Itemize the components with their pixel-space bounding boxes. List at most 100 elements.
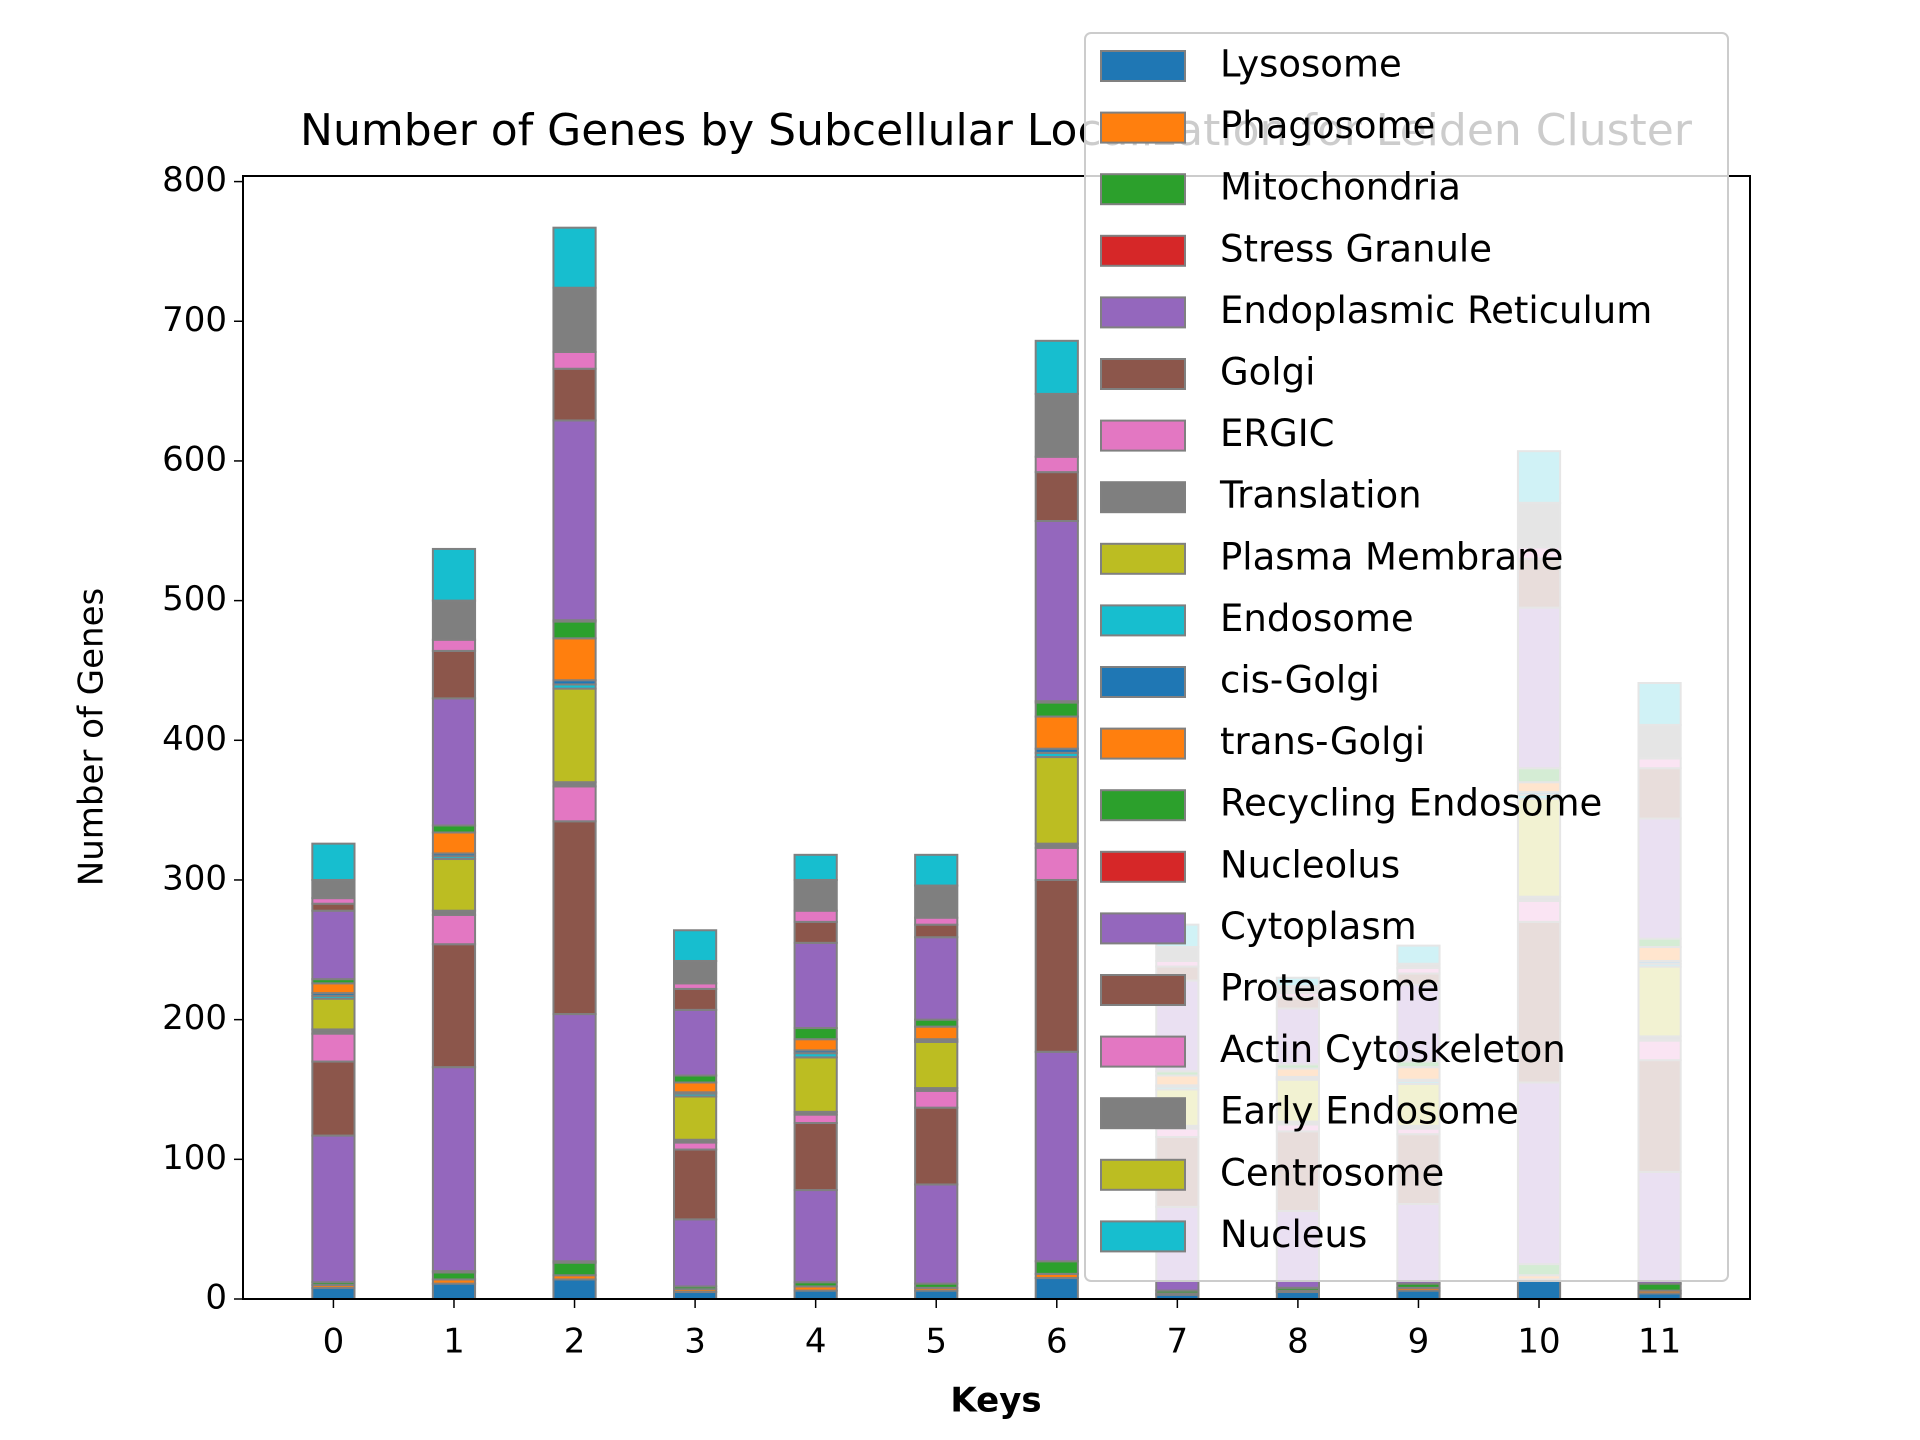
bar-segment: [793, 1038, 838, 1052]
bar-segment: [1034, 1260, 1079, 1275]
legend-swatch: [1100, 481, 1186, 514]
bar-segment: [673, 1291, 718, 1300]
y-tick-label: 300: [162, 858, 227, 898]
legend-label: Early Endosome: [1220, 1090, 1519, 1133]
bar-segment: [1034, 392, 1079, 458]
legend-swatch: [1100, 727, 1186, 760]
legend-swatch: [1100, 358, 1186, 390]
bar-segment: [552, 286, 597, 353]
bar-segment: [1034, 455, 1079, 474]
legend-label: Actin Cytoskeleton: [1220, 1028, 1566, 1071]
bar-segment: [914, 1106, 959, 1186]
bar-segment: [1034, 701, 1079, 718]
bar-segment: [552, 637, 597, 682]
y-tick-label: 700: [162, 300, 227, 340]
legend-swatch: [1100, 542, 1186, 575]
bar-segment: [552, 419, 597, 622]
bar-segment: [311, 1032, 356, 1063]
legend-label: ERGIC: [1220, 412, 1335, 455]
bar-segment: [552, 226, 597, 289]
legend-label: Centrosome: [1220, 1151, 1444, 1194]
bar-segment: [431, 1271, 477, 1281]
legend-swatch: [1100, 604, 1186, 637]
bar-segment: [431, 1282, 477, 1301]
bar-segment: [673, 1074, 718, 1084]
legend-label: Recycling Endosome: [1220, 782, 1602, 825]
legend-swatch: [1100, 850, 1186, 883]
x-axis-label: Keys: [950, 1381, 1041, 1421]
legend-label: Translation: [1219, 474, 1422, 517]
x-tick-label: 3: [684, 1322, 706, 1362]
legend-label: Endosome: [1220, 597, 1414, 640]
x-tick-label: 0: [323, 1322, 345, 1362]
bar-segment: [1396, 1289, 1441, 1300]
bar-segment: [311, 982, 356, 995]
y-tick-label: 500: [162, 579, 227, 619]
bar-segment: [1034, 715, 1079, 750]
bar-segment: [552, 785, 597, 823]
x-tick-label: 8: [1287, 1322, 1309, 1362]
legend-label: Cytoplasm: [1220, 905, 1417, 948]
bar-segment: [431, 649, 477, 700]
legend-swatch: [1100, 111, 1186, 144]
bar-segment: [914, 936, 959, 1021]
plot-frame: [242, 175, 1751, 1300]
bar-segment: [311, 878, 356, 900]
bar-segment: [673, 1148, 718, 1221]
bar-segment: [1034, 1277, 1079, 1300]
x-tick-label: 1: [443, 1322, 465, 1362]
bar-segment: [914, 1040, 959, 1090]
bar-segment: [914, 923, 959, 939]
bar-segment: [311, 1060, 356, 1137]
bar-segment: [311, 1286, 356, 1301]
bar-segment: [793, 909, 838, 923]
bar-segment: [1034, 756, 1079, 845]
legend-label: Nucleus: [1220, 1213, 1367, 1256]
x-tick-label: 9: [1408, 1322, 1430, 1362]
bar-segment: [311, 902, 356, 912]
bar-segment: [552, 1278, 597, 1301]
bar-segment: [793, 1056, 838, 1113]
y-tick-label: 800: [162, 160, 227, 200]
x-tick-label: 5: [925, 1322, 947, 1362]
x-tick-label: 11: [1638, 1322, 1681, 1362]
bar-segment: [311, 909, 356, 981]
y-tick-label: 200: [162, 998, 227, 1038]
legend-label: Phagosome: [1220, 104, 1435, 147]
bar-segment: [793, 1122, 838, 1192]
y-axis-label: Number of Genes: [72, 588, 112, 886]
bar-segment: [1275, 1291, 1320, 1300]
legend-swatch: [1100, 296, 1186, 329]
legend-label: Plasma Membrane: [1220, 535, 1563, 578]
bar-segment: [552, 687, 597, 784]
bar-segment: [914, 1089, 959, 1109]
bar-segment: [673, 1141, 718, 1151]
bar-segment: [431, 858, 477, 912]
bar-segment: [1637, 1282, 1682, 1292]
bar-segment: [673, 1095, 718, 1141]
bar-segment: [914, 884, 959, 919]
y-tick-label: 0: [205, 1278, 227, 1318]
bar-segment: [311, 997, 356, 1031]
y-tick-label: 100: [162, 1138, 227, 1178]
bar-segment: [431, 697, 477, 827]
bar-segment: [552, 350, 597, 370]
legend-label: Stress Granule: [1220, 227, 1492, 270]
bar-segment: [914, 853, 959, 887]
legend-swatch: [1100, 50, 1186, 82]
bar-segment: [914, 1289, 959, 1300]
legend-label: cis-Golgi: [1220, 659, 1380, 702]
bar-segment: [914, 1183, 959, 1285]
bar-segment: [311, 842, 356, 881]
bar-segment: [673, 1008, 718, 1077]
legend-label: Endoplasmic Reticulum: [1220, 289, 1652, 332]
bar-segment: [431, 599, 477, 641]
legend-label: Mitochondria: [1220, 166, 1461, 209]
bar-segment: [673, 1081, 718, 1094]
legend-label: Proteasome: [1220, 967, 1439, 1010]
legend-swatch: [1100, 1158, 1186, 1191]
legend-swatch: [1100, 1097, 1186, 1130]
bar-segment: [914, 1025, 959, 1041]
bar-segment: [673, 959, 718, 985]
